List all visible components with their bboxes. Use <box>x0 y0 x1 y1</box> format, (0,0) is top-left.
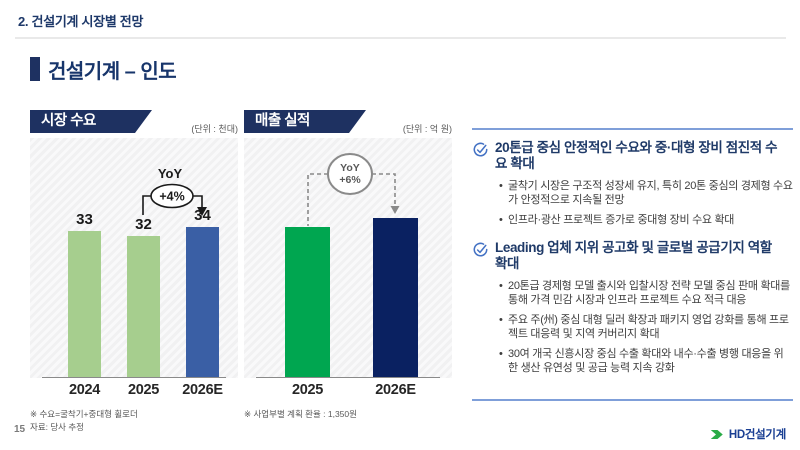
insight-bullet: 30여 개국 신흥시장 중심 수출 확대와 내수·수출 병행 대응을 위한 생산… <box>499 347 793 375</box>
footnote: ※ 수요=굴착기+중대형 휠로더 <box>30 409 138 419</box>
insight-bullet: 20톤급 경제형 모델 출시와 입찰시장 전략 모델 중심 판매 확대를 통해 … <box>499 279 793 307</box>
circled-check-icon <box>473 142 488 157</box>
insight-heading: 20톤급 중심 안정적인 수요와 중·대형 장비 점진적 수요 확대 <box>495 140 778 171</box>
arrow-down-icon <box>390 206 400 214</box>
chart-footnotes: ※ 사업부별 계획 환율 : 1,350원 <box>244 408 452 421</box>
plot-area: YoY +6% <box>244 138 452 378</box>
bar-value-label: 34 <box>194 207 211 224</box>
kicker-divider <box>15 37 786 39</box>
revenue-chart: 매출 실적 (단위 : 억 원) YoY +6% 2025 2026E ※ 사업부… <box>244 110 452 421</box>
x-axis-label: 2026E <box>182 382 223 398</box>
page-title: 건설기계 – 인도 <box>48 61 177 83</box>
bar-2025 <box>285 227 330 377</box>
x-axis-label: 2025 <box>127 382 160 398</box>
yoy-label: YoY <box>158 166 183 181</box>
chart-title-banner: 시장 수요 <box>30 110 152 133</box>
yoy-label: YoY <box>340 162 360 174</box>
arrow-down-icon <box>197 207 207 216</box>
insight-section-leading: Leading 업체 지위 공고화 및 글로벌 공급기지 역할 확대 20톤급 … <box>472 240 793 375</box>
yoy-value: +4% <box>159 190 184 204</box>
footnote: ※ 사업부별 계획 환율 : 1,350원 <box>244 409 357 419</box>
x-axis-label: 2025 <box>291 382 324 398</box>
x-axis-line <box>256 377 440 378</box>
x-axis-label: 2026E <box>375 382 416 398</box>
page-number: 15 <box>14 424 26 435</box>
insight-bullet: 인프라·광산 프로젝트 증가로 중대형 장비 수요 확대 <box>499 213 793 227</box>
market-demand-chart: 시장 수요 (단위 : 천대) 33 32 34 YoY +4% 2024 2025 2… <box>30 110 238 434</box>
plot-area: 33 32 34 YoY +4% <box>30 138 238 378</box>
yoy-annotation: YoY +4% <box>142 166 207 216</box>
yoy-annotation: YoY +6% <box>307 153 400 226</box>
bar-2025 <box>127 236 160 377</box>
x-axis-line <box>42 377 226 378</box>
insight-bullet: 굴착기 시장은 구조적 성장세 유지, 특히 20톤 중심의 경제형 수요가 안… <box>499 179 793 207</box>
insight-bullet: 주요 주(州) 중심 대형 딜러 확장과 패키지 영업 강화를 통해 프로젝트 … <box>499 313 793 341</box>
bar-2026E <box>186 227 219 377</box>
chart-title-banner: 매출 실적 <box>244 110 366 133</box>
bar-value-label: 33 <box>76 211 93 228</box>
logo-text: HD건설기계 <box>728 429 786 441</box>
company-logo: HD건설기계 <box>710 426 786 442</box>
slide-kicker: 2. 건설기계 시장별 전망 <box>18 14 144 29</box>
x-axis-labels: 2025 2026E <box>244 378 452 402</box>
yoy-value: +6% <box>339 174 361 186</box>
footnote: 자료: 당사 추정 <box>30 422 85 433</box>
insights-panel: 20톤급 중심 안정적인 수요와 중·대형 장비 점진적 수요 확대 굴착기 시… <box>472 128 793 401</box>
x-axis-labels: 2024 2025 2026E <box>30 378 238 402</box>
insight-heading: Leading 업체 지위 공고화 및 글로벌 공급기지 역할 확대 <box>495 240 772 271</box>
chart-unit-label: (단위 : 천대) <box>191 124 238 134</box>
chart-title: 시장 수요 <box>41 113 96 129</box>
insight-section-demand: 20톤급 중심 안정적인 수요와 중·대형 장비 점진적 수요 확대 굴착기 시… <box>472 140 793 227</box>
chart-unit-label: (단위 : 억 원) <box>402 124 452 134</box>
x-axis-label: 2024 <box>68 382 101 398</box>
logo-chevron-icon <box>710 429 723 439</box>
bar-2026E <box>373 218 418 377</box>
bar-value-label: 32 <box>135 216 152 233</box>
chart-title: 매출 실적 <box>255 113 310 129</box>
bar-2024 <box>68 231 101 377</box>
circled-check-icon <box>473 242 488 257</box>
title-accent-block <box>30 57 40 81</box>
insight-bullet-list: 20톤급 경제형 모델 출시와 입찰시장 전략 모델 중심 판매 확대를 통해 … <box>472 279 793 375</box>
insight-bullet-list: 굴착기 시장은 구조적 성장세 유지, 특히 20톤 중심의 경제형 수요가 안… <box>472 179 793 227</box>
